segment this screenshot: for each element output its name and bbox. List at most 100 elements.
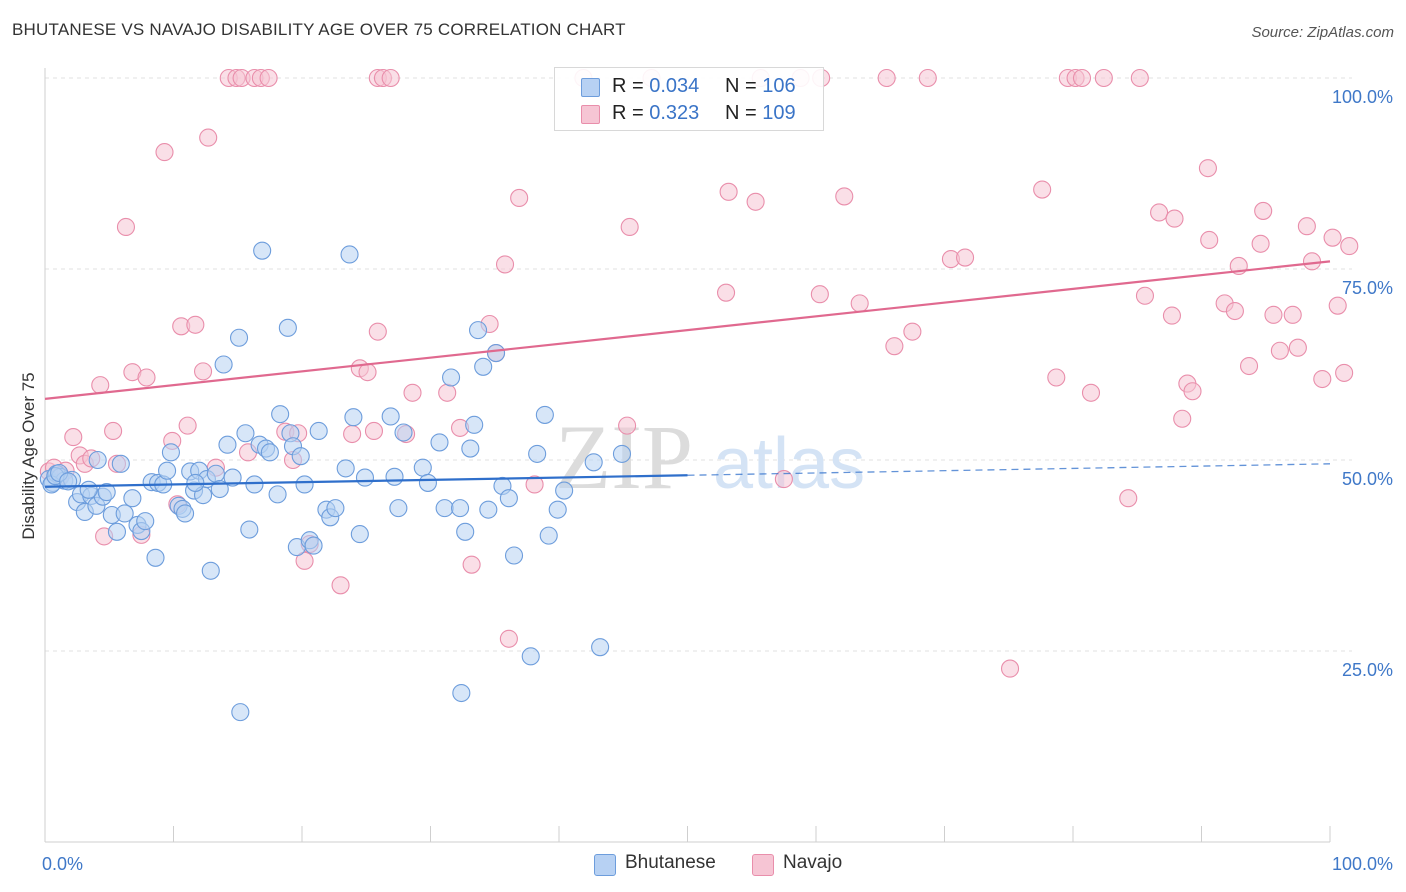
navajo-point <box>1135 286 1155 305</box>
navajo-point <box>716 283 736 302</box>
navajo-point <box>186 315 205 334</box>
legend-n-label: N = <box>725 102 757 124</box>
navajo-point <box>1283 305 1302 324</box>
bhutanese-point <box>413 458 432 477</box>
navajo-point <box>1340 237 1359 256</box>
navajo-point <box>885 337 904 356</box>
navajo-point <box>499 629 518 648</box>
navajo-points <box>39 68 1359 678</box>
bhutanese-point <box>465 415 484 434</box>
bhutanese-point <box>146 548 165 567</box>
bhutanese-point <box>456 522 475 541</box>
bhutanese-point <box>309 421 328 441</box>
bhutanese-point <box>504 546 524 565</box>
bhutanese-point <box>158 461 177 480</box>
navajo-point <box>1251 234 1270 253</box>
bhutanese-point <box>468 321 488 340</box>
navajo-point <box>1165 209 1184 228</box>
navajo-point <box>178 416 197 435</box>
bhutanese-point <box>350 525 369 544</box>
bhutanese-point <box>304 536 323 555</box>
navajo-point <box>1047 368 1066 387</box>
bhutanese-point <box>584 453 603 472</box>
x-tick-label: 0.0% <box>42 854 83 874</box>
bhutanese-points <box>39 241 632 722</box>
bhutanese-point <box>260 443 279 462</box>
navajo-point <box>1072 68 1092 88</box>
navajo-point <box>1119 489 1138 508</box>
bhutanese-point <box>278 318 297 337</box>
legend-swatch-blue <box>581 78 600 97</box>
navajo-point <box>774 470 793 489</box>
watermark-atlas: atlas <box>713 424 865 504</box>
bhutanese-point <box>336 459 355 478</box>
y-tick-label: 50.0% <box>1342 469 1393 489</box>
bhutanese-point <box>326 499 345 518</box>
bhutanese-point <box>452 683 471 703</box>
legend-n-value: 109 <box>762 102 796 124</box>
bhutanese-point <box>451 499 470 518</box>
legend-label-bhutanese: Bhutanese <box>625 852 716 873</box>
bhutanese-point <box>355 468 375 487</box>
bhutanese-point <box>97 483 116 502</box>
bhutanese-point <box>442 368 461 387</box>
navajo-point <box>358 363 377 382</box>
navajo-point <box>810 285 829 304</box>
navajo-point <box>1225 301 1244 321</box>
navajo-point <box>64 428 83 447</box>
x-tick-label: 100.0% <box>1332 854 1393 874</box>
navajo-point <box>1183 382 1202 401</box>
bhutanese-point <box>521 647 540 666</box>
bhutanese-point <box>271 405 290 424</box>
navajo-point <box>116 217 136 237</box>
navajo-point <box>1150 203 1169 222</box>
grid-lines <box>45 77 1352 652</box>
navajo-point <box>903 322 922 341</box>
legend-n: N = 106 <box>725 75 796 98</box>
navajo-point <box>194 362 213 381</box>
navajo-point <box>381 68 400 88</box>
bhutanese-point <box>555 481 574 500</box>
bhutanese-point <box>229 328 249 347</box>
y-tick-label: 25.0% <box>1342 660 1393 680</box>
bhutanese-point <box>381 407 400 426</box>
y-axis-label: Disability Age Over 75 <box>19 372 38 539</box>
legend-n-value: 106 <box>762 75 796 97</box>
navajo-point <box>1328 296 1347 315</box>
chart-source: Source: ZipAtlas.com <box>1251 24 1394 41</box>
navajo-point <box>1239 356 1259 376</box>
bhutanese-point <box>161 443 180 462</box>
bhutanese-point <box>79 480 98 499</box>
y-tick-label: 75.0% <box>1342 278 1393 298</box>
bhutanese-trend-line <box>44 474 688 488</box>
bhutanese-point <box>111 454 130 473</box>
navajo-point <box>918 68 937 88</box>
navajo-point <box>719 182 738 201</box>
bhutanese-point <box>206 464 225 483</box>
legend-n-label: N = <box>725 75 757 97</box>
bhutanese-point <box>389 499 408 518</box>
bhutanese-point <box>214 355 233 374</box>
navajo-point <box>1302 252 1322 271</box>
navajo-point <box>746 192 765 211</box>
bhutanese-point <box>231 703 250 722</box>
bhutanese-point <box>291 447 310 466</box>
bhutanese-point <box>176 504 195 523</box>
legend-r-label: R = <box>612 75 644 97</box>
bhutanese-point <box>115 504 134 523</box>
navajo-point <box>368 322 387 341</box>
bhutanese-point <box>107 522 127 541</box>
y-tick-label: 100.0% <box>1332 87 1393 107</box>
legend-r-value: 0.034 <box>649 75 700 97</box>
navajo-point <box>1130 68 1149 88</box>
navajo-point <box>104 421 123 441</box>
navajo-point <box>850 294 869 313</box>
bhutanese-point <box>548 500 567 519</box>
legend-r: R = 0.034 <box>612 75 699 98</box>
bhutanese-point <box>88 450 107 470</box>
navajo-point <box>1162 306 1181 325</box>
watermark: ZIP atlas <box>555 406 865 508</box>
navajo-point <box>331 576 350 595</box>
bhutanese-point <box>499 489 518 508</box>
